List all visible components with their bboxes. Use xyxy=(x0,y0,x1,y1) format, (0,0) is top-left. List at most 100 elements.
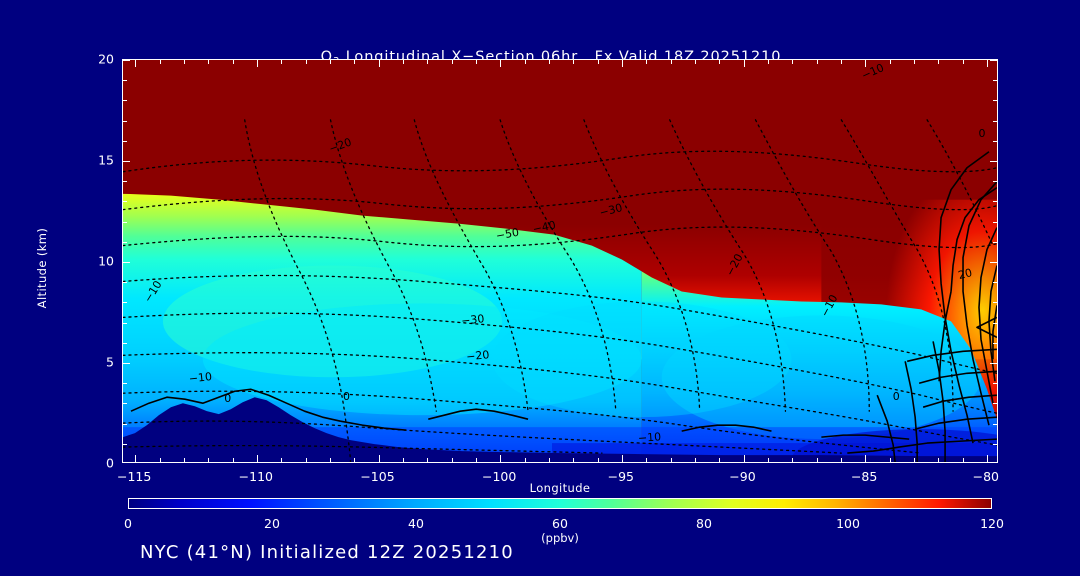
y-tick xyxy=(123,120,127,122)
x-tick xyxy=(646,458,648,462)
x-tick xyxy=(500,455,502,462)
contour-label: −50 xyxy=(495,226,520,243)
y-tick xyxy=(123,282,127,284)
contour-label: −40 xyxy=(532,218,557,236)
x-tick xyxy=(451,60,453,64)
y-tick xyxy=(993,423,997,425)
y-tick xyxy=(993,201,997,203)
x-tick xyxy=(573,60,575,64)
contour-label: −30 xyxy=(598,201,624,219)
figure-caption: NYC (41°N) Initialized 12Z 20251210 xyxy=(140,542,514,563)
colorbar-gradient xyxy=(128,498,992,509)
x-tick xyxy=(865,455,867,462)
x-tick xyxy=(329,458,331,462)
x-tick xyxy=(743,60,745,67)
x-tick-label: −115 xyxy=(116,469,152,484)
x-tick-label: −105 xyxy=(360,469,395,484)
x-tick xyxy=(208,60,210,64)
y-tick xyxy=(123,342,127,344)
x-tick xyxy=(816,60,818,64)
x-tick xyxy=(256,455,258,462)
x-tick-label: −80 xyxy=(972,469,1000,484)
x-tick xyxy=(597,458,599,462)
x-axis-title: Longitude xyxy=(529,481,591,495)
contour-label: −10 xyxy=(638,430,662,445)
contour-label: 0 xyxy=(978,127,985,140)
x-tick-label: −95 xyxy=(607,469,635,484)
x-tick xyxy=(840,60,842,64)
x-tick xyxy=(621,455,623,462)
x-tick xyxy=(865,60,867,67)
y-tick xyxy=(993,282,997,284)
x-tick-label: −85 xyxy=(850,469,878,484)
x-tick xyxy=(524,458,526,462)
x-tick xyxy=(792,458,794,462)
x-tick xyxy=(938,458,940,462)
y-tick-label: 10 xyxy=(98,253,114,269)
x-tick xyxy=(475,458,477,462)
x-tick-label: −90 xyxy=(729,469,756,484)
x-tick xyxy=(208,458,210,462)
y-tick xyxy=(123,302,127,304)
x-tick xyxy=(451,458,453,462)
y-tick-label: 15 xyxy=(98,152,114,168)
y-tick xyxy=(123,140,127,142)
x-tick xyxy=(792,60,794,64)
contour-label: 0 xyxy=(224,392,231,405)
y-tick xyxy=(123,403,127,405)
x-tick-label: −110 xyxy=(238,469,273,484)
x-tick xyxy=(816,458,818,462)
temperature-contours xyxy=(123,119,997,462)
x-tick xyxy=(402,458,404,462)
colorbar-tick-label: 60 xyxy=(552,516,568,531)
x-tick xyxy=(427,458,429,462)
x-tick xyxy=(986,60,988,67)
y-tick xyxy=(123,383,127,385)
x-tick xyxy=(548,458,550,462)
colorbar-tick-label: 80 xyxy=(696,516,712,531)
x-tick xyxy=(670,458,672,462)
x-tick xyxy=(743,455,745,462)
y-tick xyxy=(993,241,997,243)
x-tick xyxy=(354,60,356,64)
x-tick xyxy=(938,60,940,64)
wind-contours xyxy=(130,151,997,462)
y-tick xyxy=(993,342,997,344)
x-tick xyxy=(402,60,404,64)
y-tick xyxy=(990,60,997,61)
y-tick xyxy=(990,262,997,263)
contour-label: 0 xyxy=(893,390,900,403)
y-tick xyxy=(123,201,127,203)
y-tick xyxy=(990,161,997,162)
y-tick xyxy=(123,181,127,183)
x-tick xyxy=(889,458,891,462)
x-tick xyxy=(281,60,283,64)
colorbar-tick-label: 100 xyxy=(836,516,860,531)
y-tick xyxy=(123,423,127,425)
x-tick xyxy=(962,458,964,462)
x-tick xyxy=(646,60,648,64)
x-tick xyxy=(475,60,477,64)
y-tick-label: 5 xyxy=(106,354,114,370)
y-tick xyxy=(123,443,127,445)
x-tick xyxy=(573,458,575,462)
y-tick xyxy=(123,322,127,324)
x-tick xyxy=(281,458,283,462)
x-tick xyxy=(135,455,137,462)
x-tick xyxy=(767,458,769,462)
x-tick xyxy=(354,458,356,462)
x-tick xyxy=(719,60,721,64)
contour-label: 0 xyxy=(343,390,350,403)
x-tick xyxy=(913,458,915,462)
contour-label: −20 xyxy=(466,348,490,363)
x-tick xyxy=(256,60,258,67)
x-tick-label: −100 xyxy=(481,469,517,484)
y-tick xyxy=(993,443,997,445)
x-tick xyxy=(427,60,429,64)
x-tick xyxy=(329,60,331,64)
x-tick xyxy=(305,458,307,462)
x-tick xyxy=(889,60,891,64)
x-tick xyxy=(597,60,599,64)
y-tick xyxy=(123,161,130,162)
colorbar xyxy=(128,498,992,509)
